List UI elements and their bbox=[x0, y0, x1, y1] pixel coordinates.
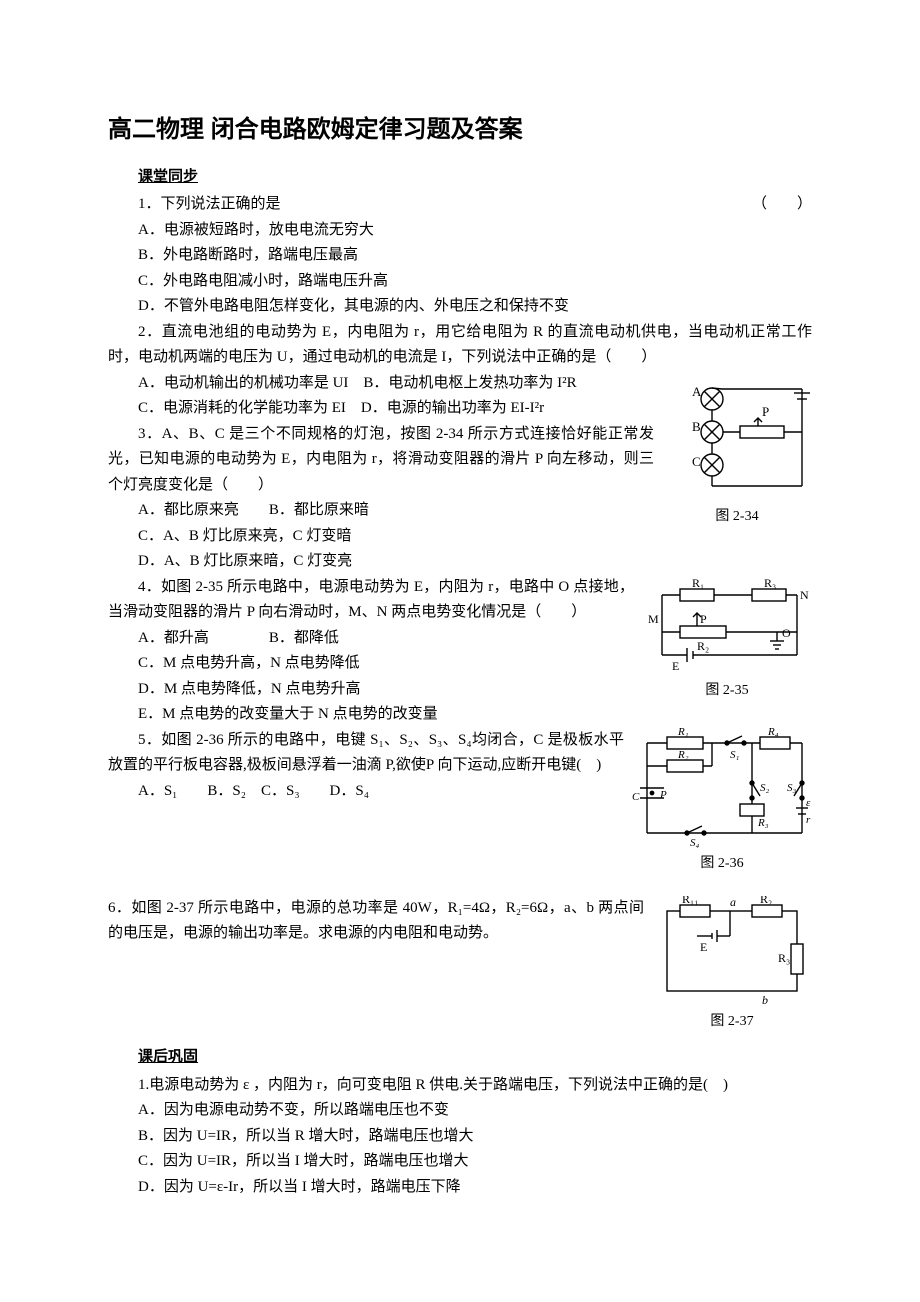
figure-2-35-caption: 图 2-35 bbox=[642, 679, 812, 703]
fig35-o: O bbox=[782, 626, 791, 640]
figure-2-36-caption: 图 2-36 bbox=[632, 852, 812, 876]
fig35-r1: R₁ bbox=[692, 576, 704, 590]
figure-2-34-caption: 图 2-34 bbox=[662, 505, 812, 529]
figure-2-35-svg: R₁ R₃ P R₂ M N O E bbox=[642, 575, 812, 675]
q1-paren: （ ） bbox=[752, 192, 812, 218]
fig36-r1: R₁ bbox=[677, 728, 689, 738]
fig36-s4: S₄ bbox=[690, 837, 700, 848]
p1-opt-b: B．因为 U=IR，所以当 R 增大时，路端电压也增大 bbox=[108, 1124, 812, 1150]
fig35-m: M bbox=[648, 612, 659, 626]
figure-2-35: R₁ R₃ P R₂ M N O E 图 2-35 bbox=[642, 575, 812, 703]
figure-2-34-svg: A B C P bbox=[662, 371, 812, 501]
fig35-r2: R₂ bbox=[697, 639, 709, 653]
fig34-label-b: B bbox=[692, 419, 701, 434]
fig35-e: E bbox=[672, 659, 679, 673]
section-after-class: 课后巩固 bbox=[108, 1045, 812, 1071]
fig36-s1: S₁ bbox=[730, 749, 740, 761]
q2-stem: 2．直流电池组的电动势为 E，内电阻为 r，用它给电阻为 R 的直流电动机供电，… bbox=[108, 320, 812, 371]
q4-opt-e: E．M 点电势的改变量大于 N 点电势的改变量 bbox=[108, 702, 812, 728]
fig37-r3: R₃ bbox=[778, 951, 790, 965]
q1-opt-b: B．外电路断路时，路端电压最高 bbox=[108, 243, 812, 269]
fig36-p: P bbox=[659, 789, 667, 801]
question-1: 1．下列说法正确的是 （ ） A．电源被短路时，放电电流无穷大 B．外电路断路时… bbox=[108, 192, 812, 320]
fig37-r11: R₁₁ bbox=[682, 896, 698, 906]
svg-text:C: C bbox=[632, 791, 640, 803]
figure-2-36-svg: R₁ S₁ R₄ R₂ S₂ S₃ R₃ S₄ C P ε r bbox=[632, 728, 812, 848]
question-6: R₁₁ a R₂ E R₃ b 图 2-37 6．如图 2-37 所示电路中，电… bbox=[108, 896, 812, 1040]
fig36-s2: S₂ bbox=[760, 782, 770, 794]
figure-2-34: A B C P 图 2-34 bbox=[662, 371, 812, 529]
figure-2-37-caption: 图 2-37 bbox=[652, 1010, 812, 1034]
fig34-label-a: A bbox=[692, 384, 702, 399]
question-4: R₁ R₃ P R₂ M N O E 图 2-35 4．如图 2-35 所示电路… bbox=[108, 575, 812, 728]
p1-opt-a: A．因为电源电动势不变，所以路端电压也不变 bbox=[108, 1098, 812, 1124]
fig34-label-c: C bbox=[692, 454, 701, 469]
post-question-1: 1.电源电动势为 ε ，内阻为 r，向可变电阻 R 供电.关于路端电压，下列说法… bbox=[108, 1073, 812, 1201]
figure-2-37-svg: R₁₁ a R₂ E R₃ b bbox=[652, 896, 812, 1006]
fig36-s3: S₃ bbox=[787, 782, 797, 794]
fig36-r3: R₃ bbox=[757, 817, 769, 829]
p1-stem: 1.电源电动势为 ε ，内阻为 r，向可变电阻 R 供电.关于路端电压，下列说法… bbox=[108, 1073, 812, 1099]
fig34-label-p: P bbox=[762, 404, 769, 419]
fig36-r: r bbox=[806, 814, 811, 826]
fig37-b: b bbox=[762, 993, 768, 1006]
fig35-r3: R₃ bbox=[764, 576, 776, 590]
page-title: 高二物理 闭合电路欧姆定律习题及答案 bbox=[108, 110, 812, 151]
figure-2-37: R₁₁ a R₂ E R₃ b 图 2-37 bbox=[652, 896, 812, 1034]
p1-opt-c: C．因为 U=IR，所以当 I 增大时，路端电压也增大 bbox=[108, 1149, 812, 1175]
fig36-r2: R₂ bbox=[677, 749, 689, 761]
section-class-sync: 课堂同步 bbox=[108, 165, 812, 191]
q1-opt-a: A．电源被短路时，放电电流无穷大 bbox=[108, 218, 812, 244]
fig37-a: a bbox=[730, 896, 736, 909]
question-2: 2．直流电池组的电动势为 E，内电阻为 r，用它给电阻为 R 的直流电动机供电，… bbox=[108, 320, 812, 422]
fig36-r4: R₄ bbox=[767, 728, 779, 738]
figure-2-36: R₁ S₁ R₄ R₂ S₂ S₃ R₃ S₄ C P ε r 图 2-36 bbox=[632, 728, 812, 876]
q1-opt-c: C．外电路电阻减小时，路端电压升高 bbox=[108, 269, 812, 295]
q1-stem: 1．下列说法正确的是 bbox=[138, 192, 281, 218]
q1-stem-row: 1．下列说法正确的是 （ ） bbox=[108, 192, 812, 218]
q1-opt-d: D．不管外电路电阻怎样变化，其电源的内、外电压之和保持不变 bbox=[108, 294, 812, 320]
fig36-eps: ε bbox=[806, 797, 811, 809]
q3-opt-d: D．A、B 灯比原来暗，C 灯变亮 bbox=[108, 549, 812, 575]
p1-opt-d: D．因为 U=ε-Ir，所以当 I 增大时，路端电压下降 bbox=[108, 1175, 812, 1201]
question-5: R₁ S₁ R₄ R₂ S₂ S₃ R₃ S₄ C P ε r 图 2-36 5… bbox=[108, 728, 812, 882]
fig35-n: N bbox=[800, 588, 809, 602]
fig37-r2: R₂ bbox=[760, 896, 772, 906]
fig35-p: P bbox=[700, 612, 707, 626]
fig37-e: E bbox=[700, 940, 707, 954]
